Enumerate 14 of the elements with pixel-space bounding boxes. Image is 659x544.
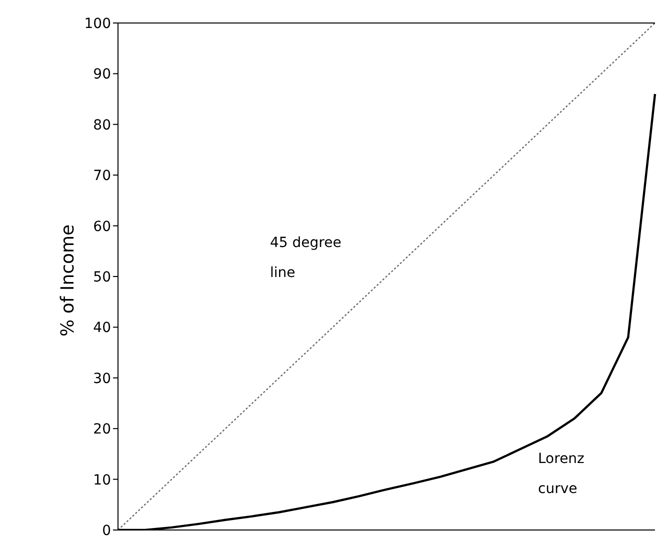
- y-tick-label: 40: [93, 320, 111, 336]
- y-tick-label: 100: [84, 16, 111, 32]
- y-tick-label: 60: [93, 218, 111, 235]
- y-axis-title: % of Income: [57, 224, 78, 336]
- y-tick-label: 70: [93, 168, 111, 184]
- y-tick-label: 0: [102, 522, 111, 539]
- annotation: Lorenz curve: [538, 450, 584, 499]
- annotation: 45 degree line: [270, 234, 342, 283]
- y-tick-label: 80: [93, 117, 111, 134]
- y-tick-label: 20: [93, 422, 111, 438]
- y-tick-label: 90: [93, 66, 111, 83]
- y-tick-label: 10: [93, 472, 111, 488]
- y-tick-label: 50: [93, 269, 111, 286]
- y-tick-label: 30: [93, 370, 111, 387]
